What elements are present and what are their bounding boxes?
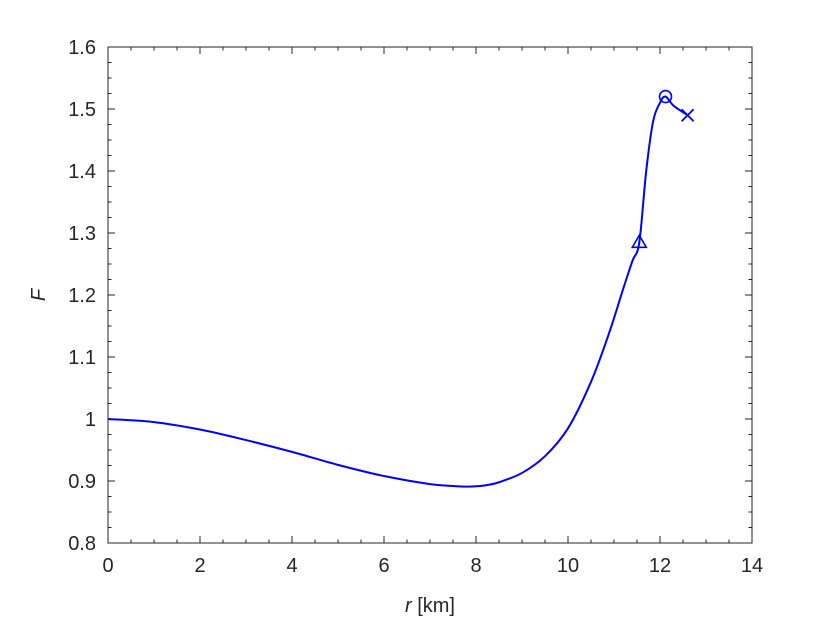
y-tick-label: 1.1 bbox=[68, 347, 96, 369]
axis-ticks bbox=[107, 46, 753, 544]
y-tick-label: 0.9 bbox=[68, 471, 96, 493]
circle-marker bbox=[658, 89, 673, 104]
x-tick-labels: 0 2 4 6 8 10 12 14 bbox=[102, 555, 763, 577]
x-tick-label: 4 bbox=[286, 555, 297, 577]
x-axis-label: r [km] bbox=[405, 595, 455, 617]
x-axis-unit: [km] bbox=[412, 595, 455, 617]
y-tick-label: 1.4 bbox=[68, 161, 96, 183]
cross-marker-stroke bbox=[680, 108, 695, 122]
triangle-marker bbox=[630, 233, 648, 249]
y-axis-label: F bbox=[28, 287, 50, 301]
x-tick-label: 0 bbox=[102, 555, 113, 577]
y-tick-label: 1.3 bbox=[68, 223, 96, 245]
x-axis-var: r bbox=[405, 595, 413, 617]
y-tick-label: 1.6 bbox=[68, 37, 96, 59]
markers bbox=[630, 89, 695, 249]
y-tick-labels: 0.8 0.9 1 1.1 1.2 1.3 1.4 1.5 1.6 bbox=[68, 37, 96, 555]
x-tick-label: 10 bbox=[557, 555, 579, 577]
plot-area bbox=[107, 46, 753, 544]
x-tick-label: 12 bbox=[649, 555, 671, 577]
x-tick-label: 2 bbox=[194, 555, 205, 577]
series-line bbox=[107, 95, 689, 488]
y-tick-label: 1.5 bbox=[68, 99, 96, 121]
y-tick-label: 1.2 bbox=[68, 285, 96, 307]
y-tick-label: 1 bbox=[85, 409, 96, 431]
y-tick-label: 0.8 bbox=[68, 533, 96, 555]
x-tick-label: 6 bbox=[378, 555, 389, 577]
x-tick-label: 8 bbox=[470, 555, 481, 577]
x-tick-label: 14 bbox=[741, 555, 763, 577]
cross-marker bbox=[680, 108, 695, 122]
